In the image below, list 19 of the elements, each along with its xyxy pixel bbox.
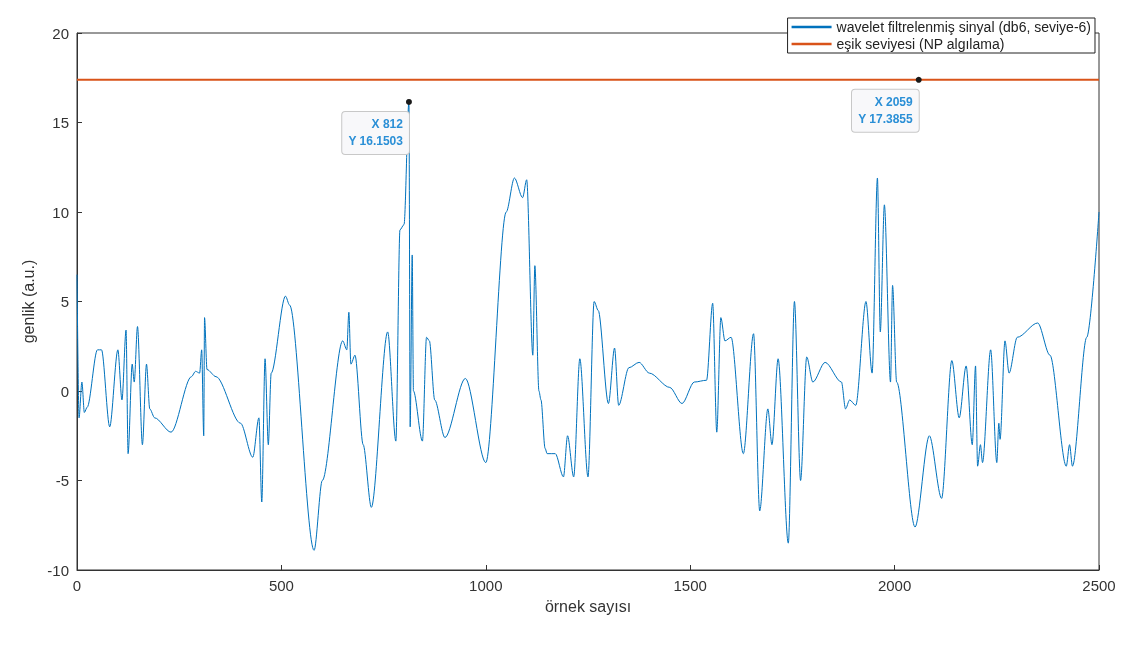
y-tick-label: 15 xyxy=(52,114,69,131)
y-tick-label: 5 xyxy=(60,293,69,310)
y-tick-label: 10 xyxy=(52,203,69,221)
legend-label: wavelet filtrelenmiş sinyal (db6, seviye-6) xyxy=(835,19,1092,35)
y-tick-label: -10 xyxy=(47,561,69,579)
annotation: X 2059 Y 17.3855 xyxy=(858,95,914,127)
x-tick-label: 1000 xyxy=(469,577,503,594)
y-tick-label: -5 xyxy=(55,472,69,489)
x-tick-label: 500 xyxy=(268,577,294,594)
y-tick-label: 20 xyxy=(52,24,69,42)
x-tick-label: 2500 xyxy=(1082,577,1116,594)
y-tick-label: 0 xyxy=(60,382,69,400)
x-tick-label: 0 xyxy=(72,577,82,594)
annotation: X 812 Y 16.1503 xyxy=(348,117,404,149)
x-tick-label: 1500 xyxy=(673,577,707,594)
x-tick-label: 2000 xyxy=(877,577,912,594)
x-axis-title: örnek sayısı xyxy=(544,597,632,615)
y-axis-title: genlik (a.u.) xyxy=(19,259,37,344)
legend-label: eşik seviyesi (NP algılama) xyxy=(836,36,1005,52)
